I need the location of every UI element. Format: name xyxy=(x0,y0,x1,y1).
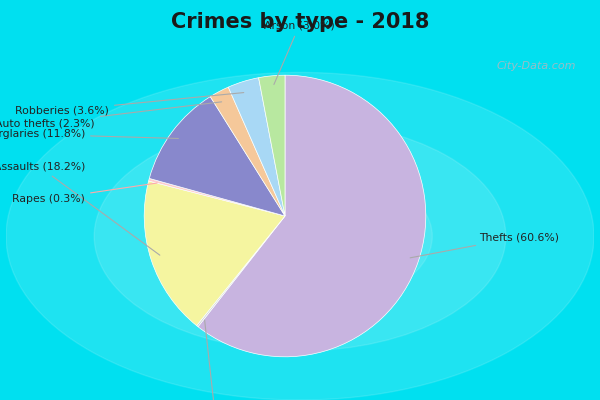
Wedge shape xyxy=(197,216,285,327)
Wedge shape xyxy=(149,178,285,216)
Wedge shape xyxy=(228,78,285,216)
Text: Murders (0.2%): Murders (0.2%) xyxy=(173,320,257,400)
Ellipse shape xyxy=(6,72,594,400)
Ellipse shape xyxy=(94,122,506,351)
Text: Auto thefts (2.3%): Auto thefts (2.3%) xyxy=(0,102,221,128)
Wedge shape xyxy=(198,75,426,357)
Text: Robberies (3.6%): Robberies (3.6%) xyxy=(15,92,244,115)
Ellipse shape xyxy=(168,162,432,310)
Text: Assaults (18.2%): Assaults (18.2%) xyxy=(0,162,160,255)
Text: Rapes (0.3%): Rapes (0.3%) xyxy=(12,183,157,204)
Wedge shape xyxy=(259,75,285,216)
Wedge shape xyxy=(149,97,285,216)
Wedge shape xyxy=(144,181,285,326)
Text: Crimes by type - 2018: Crimes by type - 2018 xyxy=(171,12,429,32)
Text: City-Data.com: City-Data.com xyxy=(497,62,577,72)
Wedge shape xyxy=(211,87,285,216)
Text: Thefts (60.6%): Thefts (60.6%) xyxy=(410,232,559,258)
Text: Arson (3.0%): Arson (3.0%) xyxy=(264,21,334,84)
Text: Burglaries (11.8%): Burglaries (11.8%) xyxy=(0,129,178,139)
